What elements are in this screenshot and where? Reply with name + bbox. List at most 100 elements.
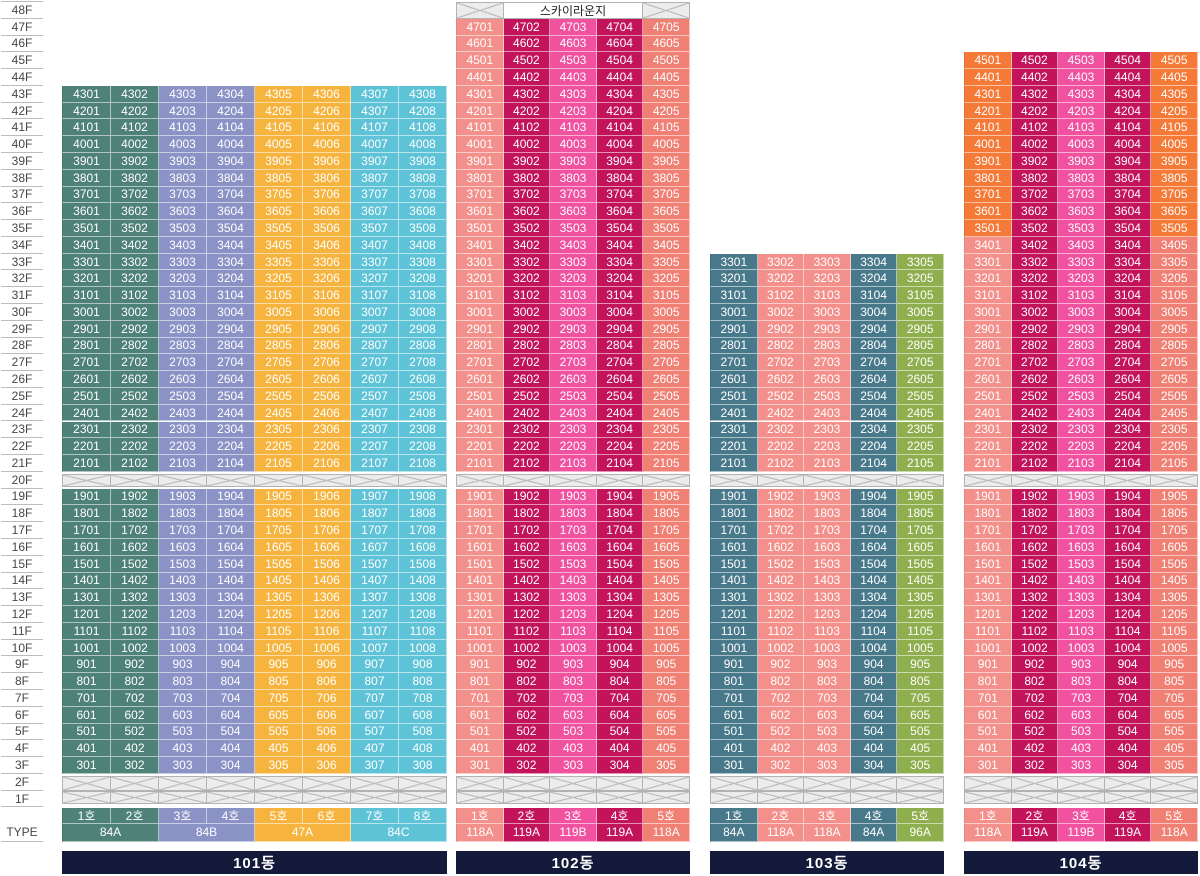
unit-cell[interactable]: 1005 [643, 639, 690, 657]
unit-cell[interactable]: 3405 [1151, 236, 1198, 254]
unit-cell[interactable]: 2806 [303, 337, 351, 355]
unit-cell[interactable]: 3704 [207, 186, 255, 204]
unit-cell[interactable]: 505 [1151, 723, 1198, 741]
unit-cell[interactable]: 1406 [303, 572, 351, 590]
unit-cell[interactable]: 1908 [399, 488, 447, 506]
unit-cell[interactable]: 902 [111, 656, 159, 674]
unit-cell[interactable]: 1401 [62, 572, 111, 590]
unit-cell[interactable]: 1305 [255, 589, 303, 607]
unit-cell[interactable]: 3803 [159, 169, 207, 187]
unit-cell[interactable]: 1603 [1058, 538, 1105, 556]
unit-cell[interactable]: 3201 [710, 270, 758, 288]
unit-cell[interactable]: 3003 [159, 304, 207, 321]
unit-cell[interactable]: 1604 [1104, 538, 1152, 556]
unit-cell[interactable]: 2802 [757, 337, 805, 355]
unit-cell[interactable]: 2108 [399, 455, 447, 472]
unit-cell[interactable]: 3101 [964, 287, 1012, 305]
unit-cell[interactable]: 2205 [255, 438, 303, 456]
unit-cell[interactable]: 1608 [399, 538, 447, 556]
unit-cell[interactable]: 601 [710, 706, 758, 724]
unit-cell[interactable]: 1902 [757, 488, 805, 506]
unit-cell[interactable]: 3601 [62, 203, 111, 221]
unit-cell[interactable]: 3104 [1104, 287, 1152, 305]
unit-cell[interactable]: 602 [1011, 706, 1059, 724]
unit-cell[interactable]: 2801 [964, 337, 1012, 355]
unit-cell[interactable]: 405 [643, 740, 690, 758]
unit-cell[interactable]: 3502 [1011, 220, 1059, 237]
unit-cell[interactable]: 1305 [897, 589, 944, 607]
unit-cell[interactable]: 301 [62, 757, 111, 774]
unit-cell[interactable]: 2805 [897, 337, 944, 355]
unit-cell[interactable]: 2207 [351, 438, 399, 456]
unit-cell[interactable]: 3002 [1011, 304, 1059, 321]
unit-cell[interactable]: 3901 [964, 153, 1012, 170]
unit-cell[interactable]: 1803 [804, 505, 851, 523]
unit-cell[interactable]: 405 [1151, 740, 1198, 758]
unit-cell[interactable]: 3002 [757, 304, 805, 321]
unit-cell[interactable]: 2502 [503, 387, 551, 405]
unit-cell[interactable]: 2304 [1104, 421, 1152, 439]
unit-cell[interactable]: 3903 [1058, 153, 1105, 170]
unit-cell[interactable]: 1705 [643, 522, 690, 539]
unit-cell[interactable]: 1505 [643, 555, 690, 573]
unit-cell[interactable]: 1901 [710, 488, 758, 506]
unit-cell[interactable]: 3903 [159, 153, 207, 170]
unit-cell[interactable]: 4405 [1151, 69, 1198, 86]
unit-cell[interactable]: 1204 [596, 606, 644, 623]
unit-cell[interactable]: 3402 [1011, 236, 1059, 254]
unit-cell[interactable]: 4201 [964, 102, 1012, 120]
unit-cell[interactable]: 3304 [1104, 253, 1152, 271]
unit-cell[interactable]: 1804 [596, 505, 644, 523]
unit-cell[interactable]: 601 [456, 706, 504, 724]
unit-cell[interactable]: 2204 [207, 438, 255, 456]
unit-cell[interactable]: 3801 [62, 169, 111, 187]
unit-cell[interactable]: 1801 [62, 505, 111, 523]
unit-cell[interactable]: 3302 [1011, 253, 1059, 271]
unit-cell[interactable]: 4105 [1151, 119, 1198, 137]
unit-cell[interactable]: 3705 [643, 186, 690, 204]
unit-cell[interactable]: 3705 [1151, 186, 1198, 204]
unit-cell[interactable]: 703 [804, 689, 851, 707]
unit-cell[interactable]: 3608 [399, 203, 447, 221]
unit-cell[interactable]: 701 [964, 689, 1012, 707]
unit-cell[interactable]: 3401 [62, 236, 111, 254]
unit-cell[interactable]: 505 [255, 723, 303, 741]
unit-cell[interactable]: 3103 [804, 287, 851, 305]
unit-cell[interactable]: 3404 [207, 236, 255, 254]
unit-cell[interactable]: 604 [1104, 706, 1152, 724]
unit-cell[interactable]: 3508 [399, 220, 447, 237]
unit-cell[interactable]: 1201 [710, 606, 758, 623]
unit-cell[interactable]: 1304 [1104, 589, 1152, 607]
unit-cell[interactable]: 4307 [351, 102, 399, 120]
unit-cell[interactable]: 305 [255, 757, 303, 774]
unit-cell[interactable]: 4202 [111, 102, 159, 120]
unit-cell[interactable]: 2704 [850, 354, 898, 372]
unit-cell[interactable]: 501 [710, 723, 758, 741]
unit-cell[interactable]: 2702 [1011, 354, 1059, 372]
unit-cell[interactable]: 3502 [111, 220, 159, 237]
unit-cell[interactable]: 504 [850, 723, 898, 741]
unit-cell[interactable]: 1502 [757, 555, 805, 573]
unit-cell[interactable]: 4101 [62, 119, 111, 137]
unit-cell[interactable]: 301 [456, 757, 504, 774]
unit-cell[interactable]: 3307 [351, 253, 399, 271]
unit-cell[interactable]: 1901 [62, 488, 111, 506]
unit-cell[interactable]: 2707 [351, 354, 399, 372]
unit-cell[interactable]: 1703 [159, 522, 207, 539]
unit-cell[interactable]: 1103 [159, 622, 207, 640]
unit-cell[interactable]: 502 [503, 723, 551, 741]
unit-cell[interactable]: 4206 [303, 102, 351, 120]
unit-cell[interactable]: 3101 [62, 287, 111, 305]
unit-cell[interactable]: 1203 [1058, 606, 1105, 623]
unit-cell[interactable]: 2604 [207, 371, 255, 388]
unit-cell[interactable]: 3702 [111, 186, 159, 204]
unit-cell[interactable]: 3503 [1058, 220, 1105, 237]
unit-cell[interactable]: 1702 [111, 522, 159, 539]
unit-cell[interactable]: 3202 [503, 270, 551, 288]
unit-cell[interactable]: 902 [1011, 656, 1059, 674]
unit-cell[interactable]: 3105 [643, 287, 690, 305]
unit-cell[interactable]: 903 [159, 656, 207, 674]
unit-cell[interactable]: 1304 [596, 589, 644, 607]
unit-cell[interactable]: 4602 [503, 35, 551, 53]
unit-cell[interactable]: 3205 [255, 270, 303, 288]
